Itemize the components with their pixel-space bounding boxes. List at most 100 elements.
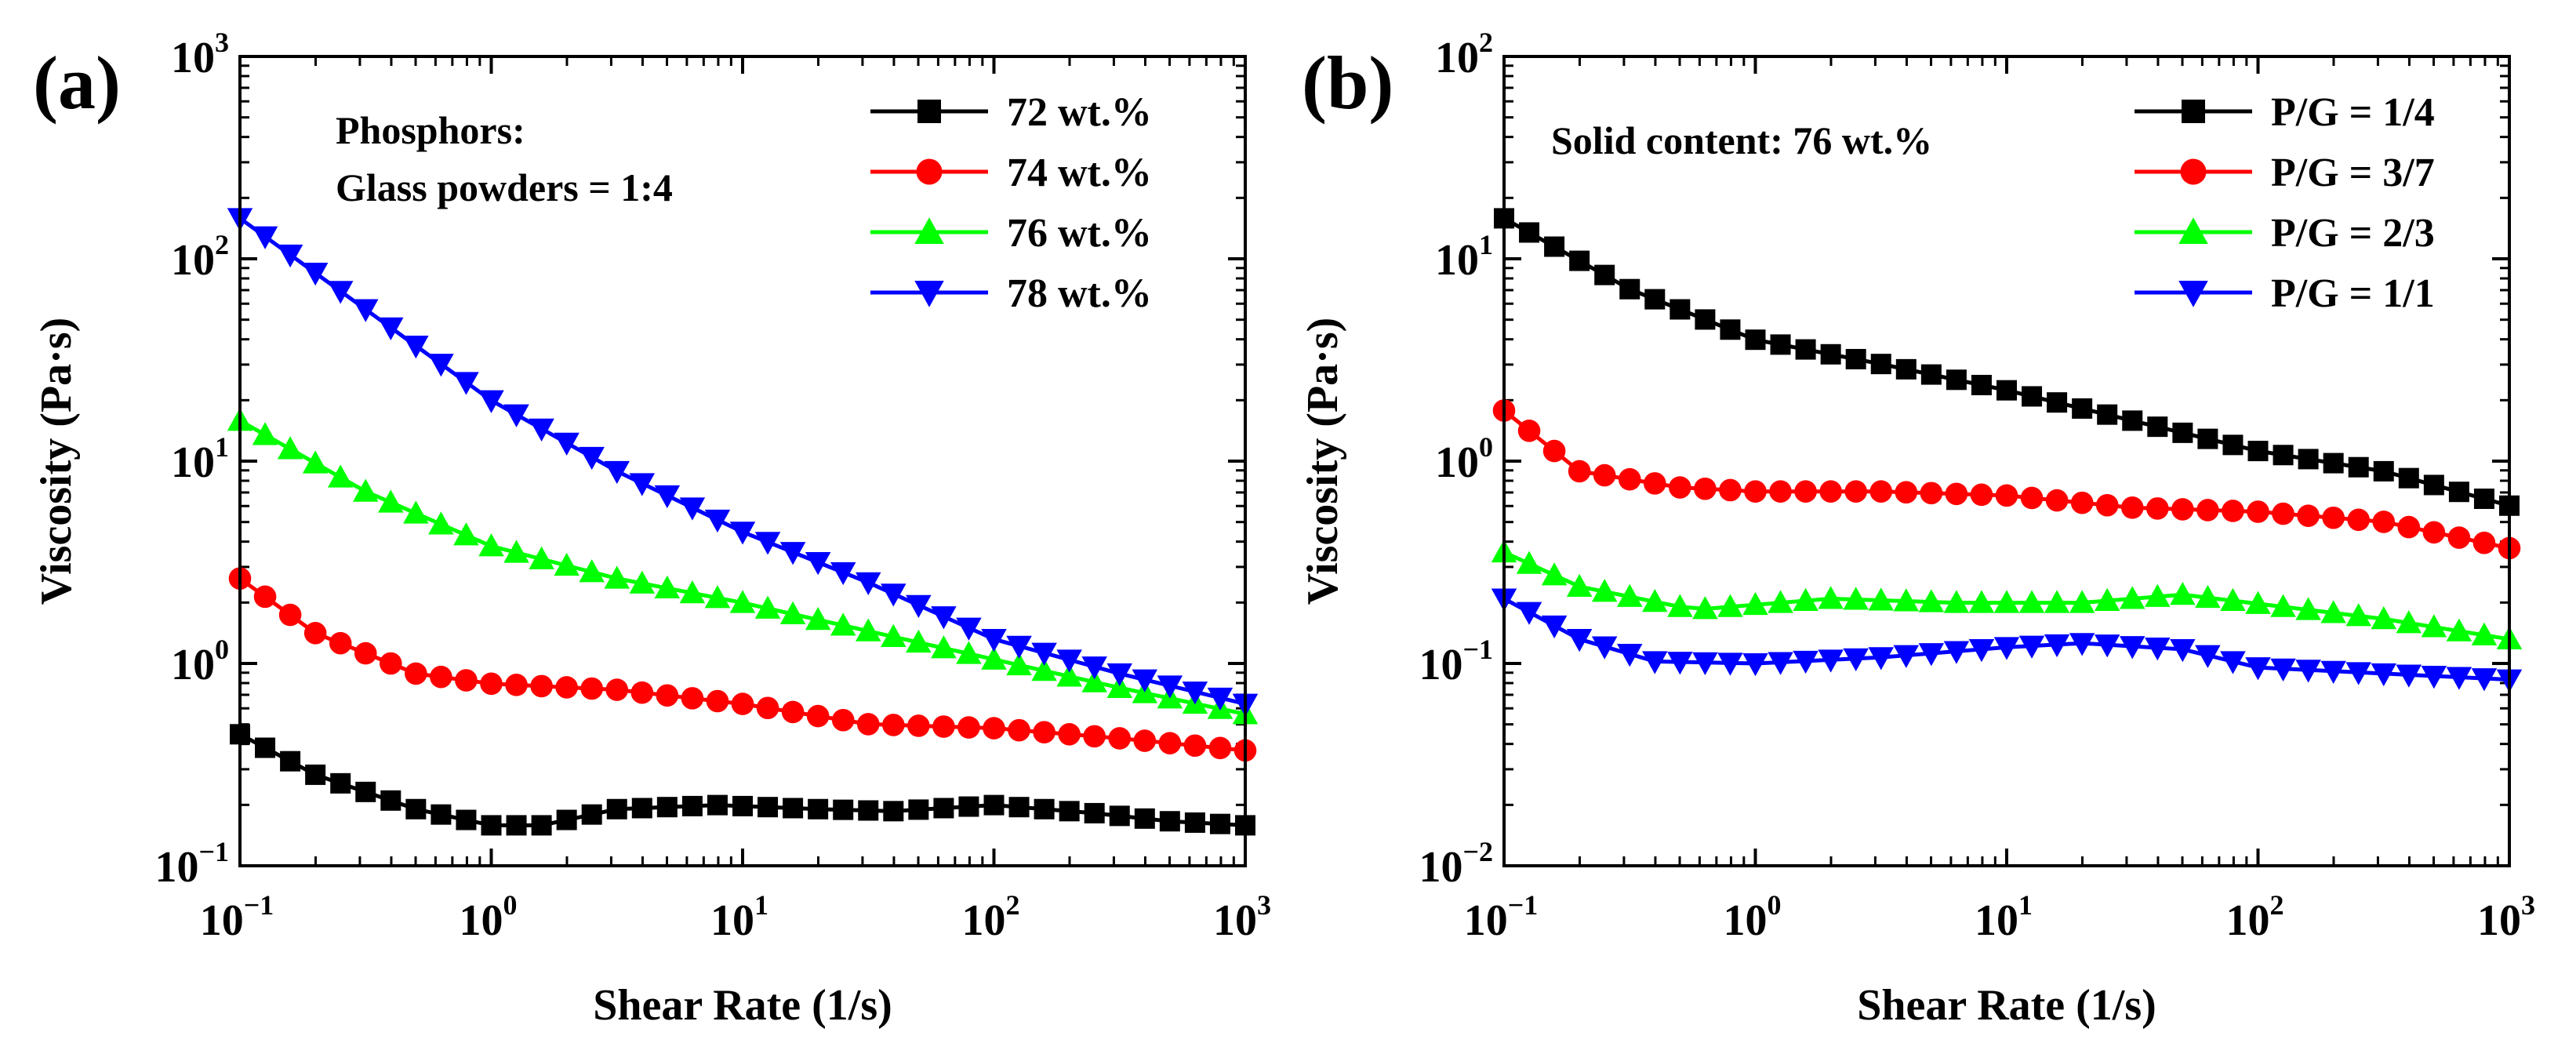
- panel-a-series-1-point: [933, 798, 954, 819]
- panel-b-legend-item-2: P/G = 3/7: [2135, 151, 2435, 195]
- panel-b-series-3-point: [1968, 590, 1995, 613]
- panel-b-series-2-point: [1568, 460, 1591, 483]
- panel-a-series-3-point: [554, 552, 580, 576]
- panel-a-series-4-point: [378, 317, 404, 340]
- panel-a-series-2-point: [1208, 736, 1232, 760]
- panel-b-series-2-point: [1895, 481, 1918, 504]
- panel-b-series-2-point: [1644, 472, 1666, 495]
- panel-b-series-4-point: [2295, 660, 2321, 683]
- panel-b-series-2-point: [2146, 497, 2169, 520]
- panel-a-y-tick-label: 100: [171, 634, 229, 689]
- panel-a-series-2-point: [932, 715, 955, 738]
- panel-a-series-3-point: [353, 478, 379, 502]
- panel-b-series-2-point: [1995, 484, 2018, 507]
- panel-a-series-1-point: [1084, 802, 1105, 823]
- panel-a-series-2-point: [907, 714, 930, 737]
- panel-b-series-1-point: [2222, 434, 2244, 456]
- panel-a-y-tick-label: 102: [171, 229, 229, 285]
- panel-a-series-3-point: [1006, 652, 1032, 676]
- panel-a-series-1-point: [255, 737, 276, 758]
- panel-a-series-3-point: [931, 635, 957, 659]
- panel-a-series-1-point: [405, 798, 427, 820]
- panel-b-series-1-point: [1544, 236, 1565, 257]
- panel-a-series-4-point: [830, 562, 856, 586]
- panel-a-series-2-point: [831, 708, 855, 732]
- panel-b-legend: P/G = 1/4 P/G = 3/7 P/G = 2/3 P/G = 1/1: [2135, 90, 2435, 316]
- panel-a-series-3-point: [327, 464, 354, 488]
- panel-b-series-2-point: [1794, 480, 1817, 503]
- panel-b-series-3-point: [2195, 584, 2221, 609]
- panel-a-series-1-point: [305, 764, 326, 785]
- panel-b-series-3-point: [1918, 589, 1945, 612]
- panel-a-series-4-point: [554, 432, 580, 456]
- panel-b-series-2-point: [2272, 502, 2294, 525]
- panel-b-series-2-point: [1970, 483, 1993, 507]
- panel-b-series-1-point: [1971, 374, 1992, 395]
- panel-a-series-4-point: [779, 542, 806, 565]
- panel-a-series-3-point: [252, 422, 278, 445]
- panel-a-series-2-point: [1133, 729, 1157, 752]
- panel-a-series-1-point: [681, 795, 703, 816]
- panel-a-series-2-point: [530, 674, 553, 698]
- panel-a-series-2-point: [983, 717, 1005, 740]
- panel-a-series-2-point: [605, 678, 629, 701]
- panel-a-series-3-point: [830, 612, 856, 636]
- panel-b-series-1-point: [1996, 380, 2017, 401]
- panel-b-series-2-point: [1694, 477, 1717, 500]
- panel-b-series-3-point: [1868, 587, 1894, 611]
- panel-a-x-tick-label: 10−1: [200, 889, 274, 945]
- panel-a-annotation-line-1: Phosphors:: [336, 108, 525, 152]
- panel-b-series-2-point: [1744, 480, 1767, 503]
- panel-a-x-tick-labels: 10−1 100 101 102 103: [200, 889, 1271, 945]
- panel-b-series-1-point: [2323, 452, 2344, 474]
- panel-b-series-4-point: [2170, 638, 2196, 663]
- panel-a-series-2-point: [1058, 723, 1081, 746]
- panel-a-series-2-point: [480, 672, 503, 696]
- panel-a-series-1-point: [606, 798, 627, 820]
- panel-b-series-4-point: [2471, 668, 2498, 692]
- panel-b-legend-label: P/G = 2/3: [2271, 211, 2435, 256]
- panel-b-series-4-point: [1968, 638, 1995, 663]
- panel-a-series-2-point: [656, 684, 679, 707]
- panel-b-series-4-point: [1591, 636, 1618, 660]
- panel-a-legend-label: 72 wt.%: [1007, 90, 1152, 135]
- panel-b-series-1-point: [2273, 445, 2294, 466]
- panel-b-series-1-point: [2398, 467, 2419, 489]
- panel-a-series-4-point: [654, 485, 681, 509]
- panel-b-series-4-point: [1692, 652, 1718, 675]
- panel-a-annotation: Phosphors: Glass powders = 1:4: [336, 108, 673, 209]
- panel-a-series-3-point: [453, 522, 479, 546]
- panel-b-series-4-point: [2120, 636, 2145, 660]
- panel-b-series-4-point: [1893, 645, 1920, 668]
- panel-a-series-3-point: [1056, 663, 1082, 687]
- panel-a-series-3-point: [529, 546, 554, 569]
- panel-b-series-4-point: [1566, 629, 1593, 652]
- panel-b-y-tick-label: 100: [1435, 431, 1493, 487]
- panel-b-series-3-point: [2145, 583, 2171, 607]
- panel-a-series-3-point: [503, 540, 529, 563]
- panel-b-series-1-point: [2298, 449, 2319, 470]
- panel-b-series-2-point: [2222, 500, 2244, 522]
- panel-a-series-3-point: [378, 489, 404, 513]
- panel-a-series-1-point: [581, 804, 602, 825]
- panel-b-series-3-point: [2044, 590, 2070, 613]
- panel-a-series-4-point: [679, 497, 706, 521]
- panel-a-series-4-point: [252, 226, 278, 249]
- panel-a-series-4-point: [1182, 681, 1208, 705]
- panel-a-series-4-point: [1106, 663, 1132, 687]
- panel-b-series-2-point: [1769, 480, 1792, 503]
- panel-b-series-2-point: [2171, 498, 2194, 521]
- panel-b-series-3-point: [2220, 587, 2246, 612]
- panel-a-series-1-point: [1034, 798, 1055, 820]
- panel-a-series-2-point: [405, 662, 427, 685]
- panel-a-series-4-point: [981, 629, 1007, 652]
- panel-b-series-3-point: [2320, 600, 2346, 623]
- panel-a-series-2-point: [781, 700, 805, 724]
- panel-b-series-1-point: [2423, 474, 2444, 496]
- panel-b-legend-label: P/G = 1/4: [2271, 90, 2435, 135]
- panel-a-series-1-point: [783, 798, 804, 819]
- panel-a-series-4-point: [754, 532, 781, 555]
- panel-a-annotation-line-2: Glass powders = 1:4: [336, 165, 673, 209]
- panel-a-series-2-point: [957, 716, 980, 739]
